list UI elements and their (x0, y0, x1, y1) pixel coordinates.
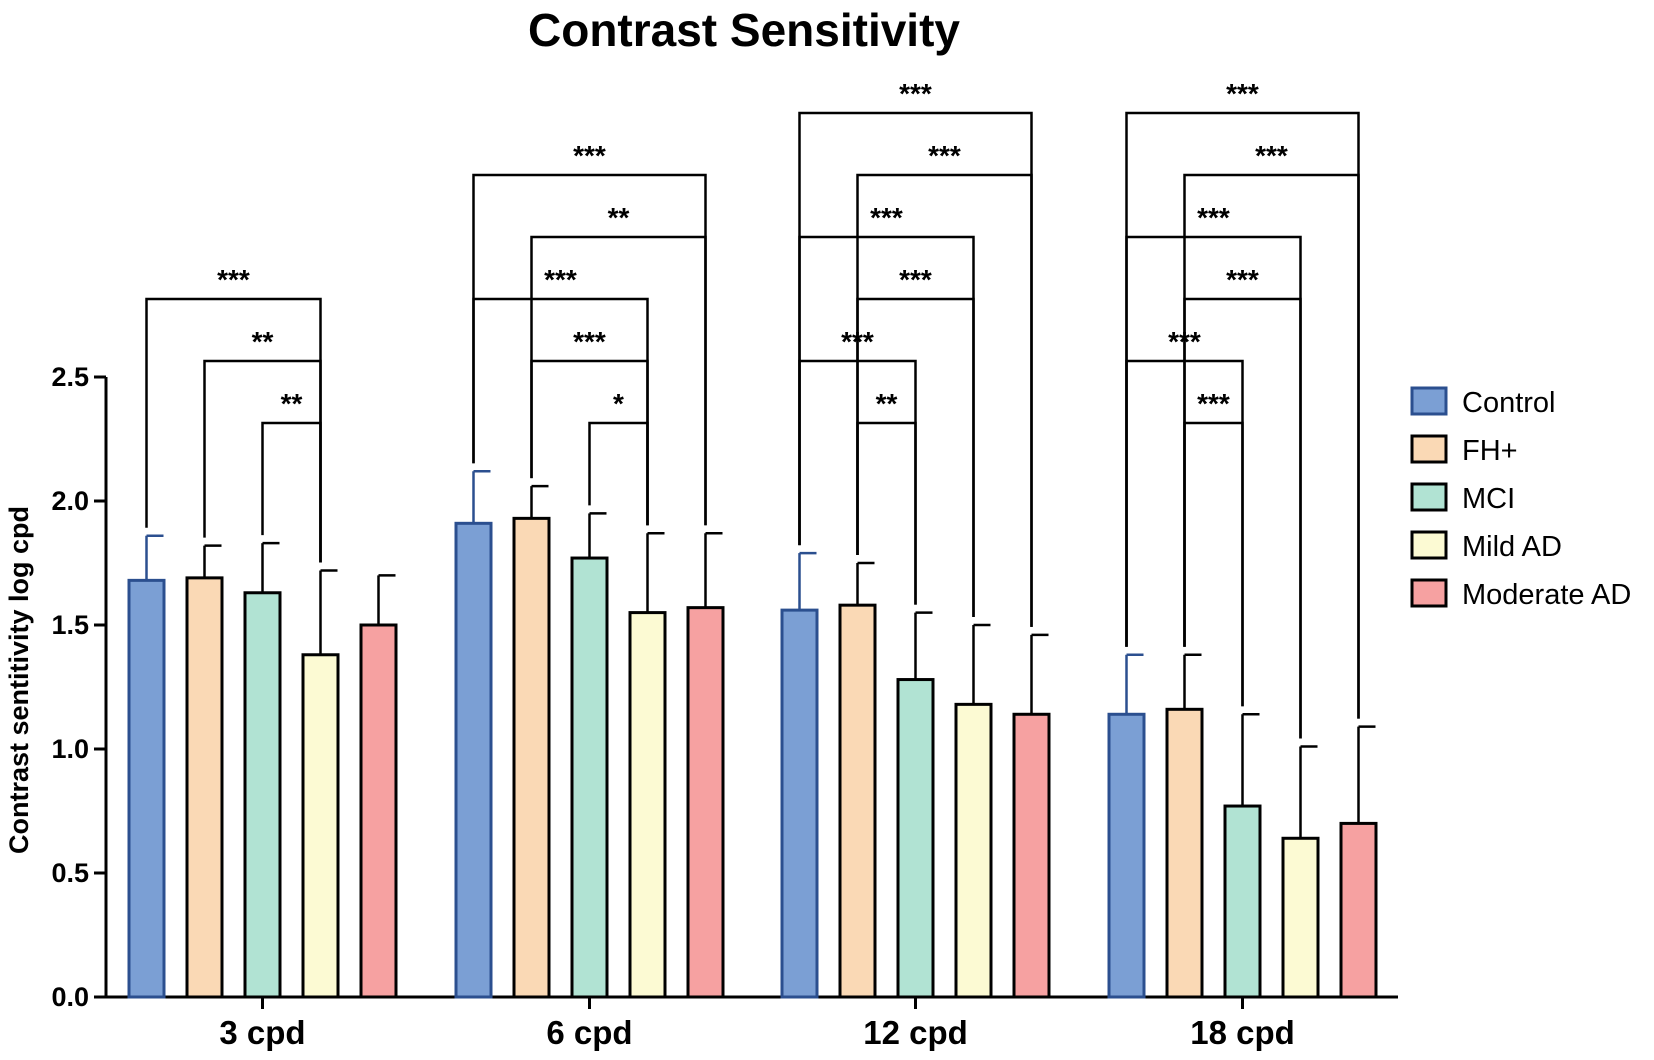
bar (359, 623, 398, 999)
bar (570, 556, 609, 999)
significance-label: *** (841, 326, 874, 357)
significance-label: *** (573, 326, 606, 357)
y-tick-label: 0.5 (51, 858, 89, 888)
bar (628, 611, 667, 999)
bar (243, 591, 282, 999)
bar (1107, 712, 1146, 999)
x-tick-label: 12 cpd (863, 1014, 968, 1051)
bar (1223, 804, 1262, 999)
significance-label: ** (281, 388, 303, 419)
significance-bracket (1183, 173, 1360, 719)
bar (454, 521, 493, 999)
y-tick-label: 0.0 (51, 982, 89, 1012)
y-tick-label: 2.5 (51, 362, 89, 392)
significance-bracket (261, 421, 322, 563)
significance-brackets: ****************************************… (145, 78, 1360, 739)
significance-label: *** (1226, 78, 1259, 109)
bar (686, 606, 725, 999)
bar (780, 608, 819, 999)
significance-label: *** (1255, 140, 1288, 171)
bars (127, 469, 1378, 999)
significance-label: ** (608, 202, 630, 233)
significance-label: *** (1197, 388, 1230, 419)
bar (127, 578, 166, 999)
significance-label: *** (899, 78, 932, 109)
significance-label: *** (1197, 202, 1230, 233)
significance-bracket (530, 235, 707, 526)
legend-swatch (1410, 434, 1448, 464)
significance-label: *** (899, 264, 932, 295)
chart-title: Contrast Sensitivity (528, 4, 960, 56)
x-tick-label: 3 cpd (219, 1014, 305, 1051)
y-tick-label: 1.5 (51, 610, 89, 640)
significance-label: * (613, 388, 624, 419)
bar (954, 702, 993, 999)
y-tick-label: 2.0 (51, 486, 89, 516)
x-tick-label: 18 cpd (1190, 1014, 1295, 1051)
bar (512, 516, 551, 999)
significance-bracket (1183, 421, 1244, 707)
bar (896, 678, 935, 999)
significance-bracket (145, 297, 322, 563)
legend-label: MCI (1462, 483, 1515, 515)
bar (185, 576, 224, 999)
y-tick-label: 1.0 (51, 734, 89, 764)
bar (1339, 821, 1378, 999)
significance-label: *** (544, 264, 577, 295)
x-tick-label: 6 cpd (546, 1014, 632, 1051)
legend: Control FH+ MCI Mild AD Moderate AD (1410, 386, 1631, 611)
bar (301, 653, 340, 999)
legend-swatch (1410, 530, 1448, 560)
bar (1012, 712, 1051, 999)
legend-swatch (1410, 578, 1448, 608)
axes: 0.0 0.5 1.0 1.5 2.0 2.5 3 cpd 6 cpd 12 cpd 18 cpd (51, 362, 1398, 1051)
significance-label: ** (252, 326, 274, 357)
y-axis-label: Contrast sentitivity log cpd (4, 506, 34, 854)
significance-label: *** (870, 202, 903, 233)
significance-label: *** (928, 140, 961, 171)
bar (1165, 707, 1204, 999)
legend-label: FH+ (1462, 435, 1518, 467)
legend-label: Control (1462, 387, 1556, 419)
significance-bracket (856, 421, 917, 605)
significance-bracket (588, 421, 649, 526)
legend-label: Mild AD (1462, 531, 1562, 563)
significance-label: *** (217, 264, 250, 295)
significance-label: *** (1226, 264, 1259, 295)
significance-bracket (1125, 235, 1302, 739)
significance-label: *** (1168, 326, 1201, 357)
significance-label: *** (573, 140, 606, 171)
significance-bracket (798, 235, 975, 617)
bar (1281, 836, 1320, 999)
significance-label: ** (876, 388, 898, 419)
legend-label: Moderate AD (1462, 579, 1631, 611)
legend-swatch (1410, 386, 1448, 416)
legend-swatch (1410, 482, 1448, 512)
bar (838, 603, 877, 999)
